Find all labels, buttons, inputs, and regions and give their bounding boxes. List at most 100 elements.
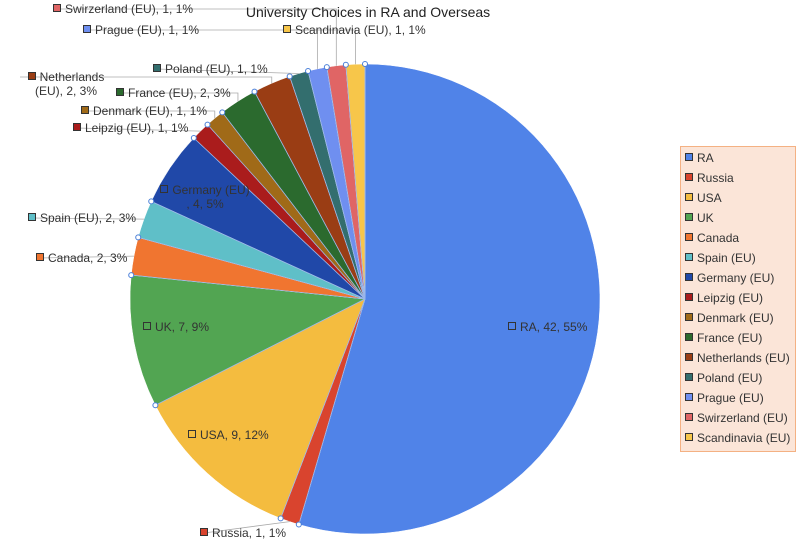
data-label-text: Canada, 2, 3% bbox=[48, 251, 128, 265]
data-label-text: Leipzig (EU), 1, 1% bbox=[85, 121, 189, 135]
data-label-text: Swirzerland (EU), 1, 1% bbox=[65, 2, 194, 16]
data-label-text: Russia, 1, 1% bbox=[212, 526, 287, 540]
legend-item: Swirzerland (EU) bbox=[685, 411, 788, 425]
data-label: Canada, 2, 3% bbox=[36, 251, 127, 265]
legend-text: USA bbox=[697, 191, 722, 205]
chart-title: University Choices in RA and Overseas bbox=[245, 4, 491, 20]
slice-edge bbox=[289, 76, 366, 300]
label-swatch bbox=[36, 253, 44, 261]
data-label-text: Denmark (EU), 1, 1% bbox=[93, 104, 208, 118]
data-label: Netherlands (EU), 2, 3% bbox=[16, 70, 116, 98]
data-label: France (EU), 2, 3% bbox=[116, 86, 231, 100]
slice-edge bbox=[193, 137, 366, 300]
legend-item: Prague (EU) bbox=[685, 391, 764, 405]
leader-line bbox=[85, 110, 216, 119]
data-label: Spain (EU), 2, 3% bbox=[28, 211, 136, 225]
vertex-dot bbox=[152, 402, 159, 409]
leader-line bbox=[76, 127, 201, 132]
leader-line bbox=[156, 68, 299, 74]
label-swatch bbox=[143, 322, 151, 330]
slice-edge bbox=[280, 298, 366, 519]
slice-edge bbox=[151, 201, 366, 300]
pie-slice bbox=[129, 274, 366, 406]
legend-swatch bbox=[685, 233, 693, 241]
vertex-dot bbox=[286, 73, 293, 80]
data-label: UK, 7, 9% bbox=[143, 320, 209, 334]
label-swatch bbox=[83, 25, 91, 33]
legend-swatch bbox=[685, 413, 693, 421]
legend-swatch bbox=[685, 253, 693, 261]
slice-edge bbox=[307, 70, 366, 300]
data-label-text: Netherlands (EU), 2, 3% bbox=[34, 70, 105, 98]
legend-item: Netherlands (EU) bbox=[685, 351, 790, 365]
data-label-text: UK, 7, 9% bbox=[155, 320, 210, 334]
legend-swatch bbox=[685, 333, 693, 341]
legend-text: Canada bbox=[697, 231, 740, 245]
legend-item: UK bbox=[685, 211, 714, 225]
vertex-dot bbox=[277, 515, 284, 522]
label-swatch bbox=[153, 64, 161, 72]
label-swatch bbox=[27, 72, 36, 80]
vertex-dot bbox=[148, 198, 155, 205]
legend-text: Leipzig (EU) bbox=[697, 291, 764, 305]
slice-edge bbox=[254, 91, 366, 300]
vertex-dot bbox=[190, 134, 197, 141]
vertex-dot bbox=[135, 234, 142, 241]
legend-item: Denmark (EU) bbox=[685, 311, 774, 325]
label-swatch bbox=[188, 430, 196, 438]
data-label: Leipzig (EU), 1, 1% bbox=[73, 121, 188, 135]
legend-text: Poland (EU) bbox=[697, 371, 763, 385]
data-label: USA, 9, 12% bbox=[188, 428, 269, 442]
legend-swatch bbox=[685, 353, 693, 361]
legend-swatch bbox=[685, 173, 693, 181]
slice-edge bbox=[326, 67, 366, 300]
data-label: Prague (EU), 1, 1% bbox=[83, 23, 199, 37]
legend-item: Canada bbox=[685, 231, 739, 245]
data-label-text: Germany (EU) , 4, 5% bbox=[172, 183, 250, 211]
legend-item: Leipzig (EU) bbox=[685, 291, 763, 305]
slice-edge bbox=[138, 237, 366, 300]
label-swatch bbox=[28, 213, 36, 221]
pie-slice bbox=[298, 63, 601, 535]
data-label-text: Prague (EU), 1, 1% bbox=[95, 23, 200, 37]
legend-text: France (EU) bbox=[697, 331, 763, 345]
vertex-dot bbox=[323, 64, 330, 71]
label-swatch bbox=[160, 185, 169, 193]
vertex-dot bbox=[251, 88, 258, 95]
label-swatch bbox=[508, 322, 516, 330]
legend-swatch bbox=[685, 213, 693, 221]
slice-edge bbox=[345, 64, 366, 300]
data-label-text: USA, 9, 12% bbox=[200, 428, 269, 442]
legend-text: UK bbox=[697, 211, 714, 225]
legend-swatch bbox=[685, 293, 693, 301]
leader-line bbox=[203, 521, 290, 534]
vertex-dot bbox=[295, 521, 302, 528]
legend-text: Netherlands (EU) bbox=[697, 351, 790, 365]
legend-text: Swirzerland (EU) bbox=[697, 411, 788, 425]
legend-swatch bbox=[685, 273, 693, 281]
data-label: Scandinavia (EU), 1, 1% bbox=[283, 23, 426, 37]
legend-item: USA bbox=[685, 191, 722, 205]
slice-edge bbox=[221, 112, 366, 300]
legend: RA Russia USA UK Canada Spain (EU) Germany (EU… bbox=[680, 146, 796, 452]
slice-edge bbox=[155, 298, 366, 406]
legend-swatch bbox=[685, 393, 693, 401]
legend-text: Denmark (EU) bbox=[697, 311, 774, 325]
leader-line bbox=[31, 217, 144, 220]
legend-item: Spain (EU) bbox=[685, 251, 756, 265]
data-label-text: Poland (EU), 1, 1% bbox=[165, 62, 268, 76]
data-label: Swirzerland (EU), 1, 1% bbox=[53, 2, 193, 16]
legend-swatch bbox=[685, 153, 693, 161]
vertex-dot bbox=[342, 61, 349, 68]
legend-swatch bbox=[685, 433, 693, 441]
legend-item: Poland (EU) bbox=[685, 371, 762, 385]
data-label-text: RA, 42, 55% bbox=[520, 320, 588, 334]
leader-line bbox=[287, 29, 356, 65]
leader-line bbox=[120, 92, 239, 102]
data-label-text: France (EU), 2, 3% bbox=[128, 86, 231, 100]
vertex-dot bbox=[305, 68, 312, 75]
label-swatch bbox=[73, 123, 81, 131]
legend-text: Germany (EU) bbox=[697, 271, 775, 285]
